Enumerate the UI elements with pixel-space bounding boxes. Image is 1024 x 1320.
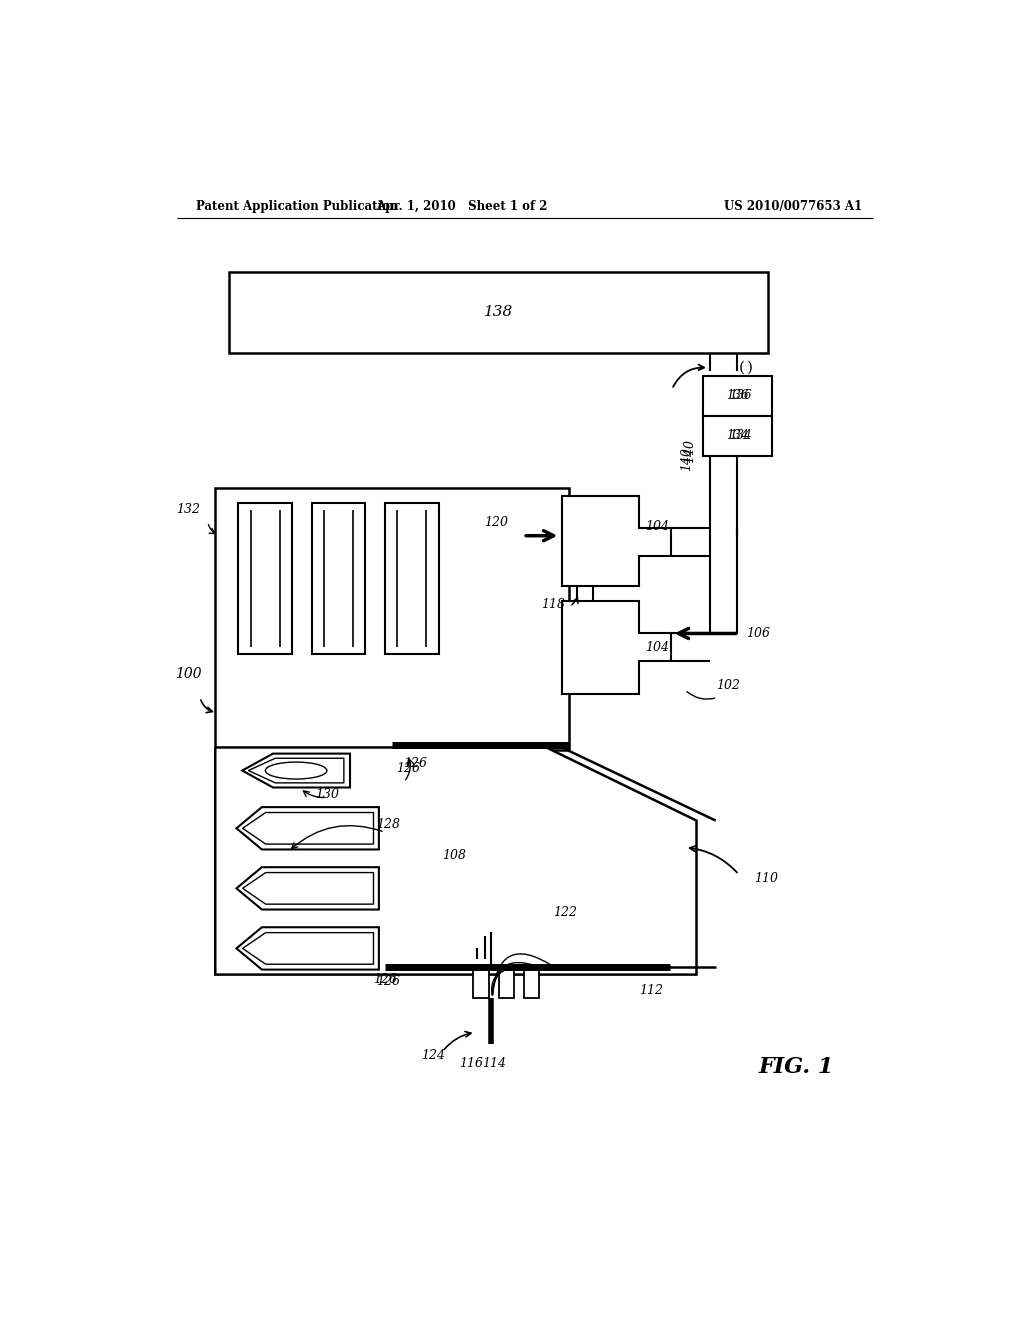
Text: 126: 126 <box>373 973 396 986</box>
Polygon shape <box>237 867 379 909</box>
Text: 104: 104 <box>645 640 669 653</box>
Text: 118: 118 <box>542 598 565 611</box>
Text: 102: 102 <box>716 680 739 693</box>
Text: 100: 100 <box>175 668 202 681</box>
Polygon shape <box>237 927 379 970</box>
Bar <box>229 272 768 354</box>
Bar <box>702 416 772 455</box>
Text: 116: 116 <box>459 1056 483 1069</box>
Text: 112: 112 <box>639 983 663 997</box>
Bar <box>311 503 366 653</box>
Text: 122: 122 <box>554 907 578 920</box>
Text: Apr. 1, 2010   Sheet 1 of 2: Apr. 1, 2010 Sheet 1 of 2 <box>376 199 548 213</box>
Text: 134: 134 <box>729 429 752 442</box>
Bar <box>385 503 438 653</box>
Text: 130: 130 <box>315 788 339 801</box>
Text: 110: 110 <box>755 871 778 884</box>
Polygon shape <box>243 754 350 788</box>
Bar <box>524 966 540 998</box>
Text: 106: 106 <box>746 627 770 640</box>
Polygon shape <box>562 601 671 693</box>
Bar <box>473 966 488 998</box>
Text: 124: 124 <box>421 1049 445 1063</box>
Bar <box>702 376 772 416</box>
Text: (: ( <box>739 360 744 375</box>
Bar <box>215 488 569 750</box>
Text: 128: 128 <box>377 818 400 832</box>
Polygon shape <box>562 496 671 586</box>
Text: Patent Application Publication: Patent Application Publication <box>196 199 398 213</box>
Text: 134: 134 <box>726 429 749 442</box>
Text: 140: 140 <box>683 440 696 463</box>
Text: 136: 136 <box>729 389 752 403</box>
Polygon shape <box>215 747 696 974</box>
Text: 138: 138 <box>484 305 513 319</box>
Polygon shape <box>237 807 379 850</box>
Text: 132: 132 <box>176 503 200 516</box>
Text: 126: 126 <box>377 974 400 987</box>
Text: 114: 114 <box>482 1056 506 1069</box>
Text: 126: 126 <box>403 758 427 771</box>
Text: 126: 126 <box>395 762 420 775</box>
Text: ): ) <box>746 360 753 375</box>
Text: 108: 108 <box>442 849 466 862</box>
Text: 140: 140 <box>680 446 692 471</box>
Text: 120: 120 <box>484 516 508 529</box>
Bar <box>239 503 292 653</box>
Text: 136: 136 <box>726 389 749 403</box>
Text: 104: 104 <box>645 520 669 533</box>
Text: FIG. 1: FIG. 1 <box>759 1056 835 1078</box>
Text: US 2010/0077653 A1: US 2010/0077653 A1 <box>724 199 862 213</box>
Bar <box>499 966 514 998</box>
